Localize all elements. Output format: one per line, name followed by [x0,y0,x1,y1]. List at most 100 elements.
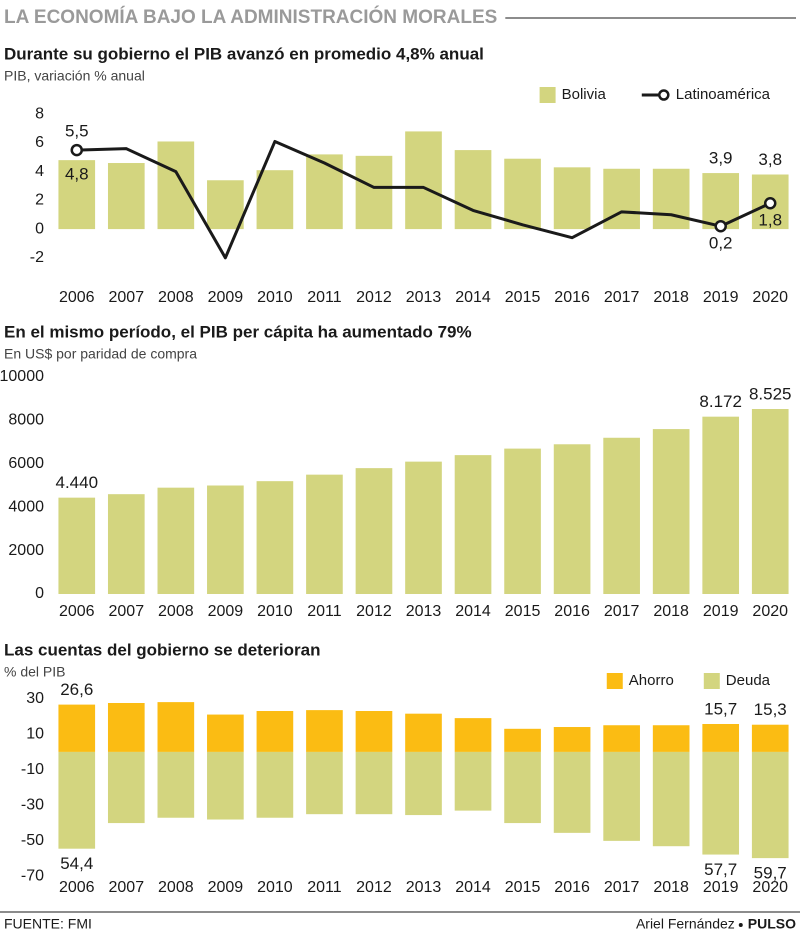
bar [751,409,789,594]
x-tick-label: 2017 [604,879,640,896]
bar [355,711,393,752]
x-tick-label: 2010 [257,603,293,620]
x-tick-label: 2018 [653,289,689,306]
chart-subtitle: PIB, variación % anual [4,68,145,84]
x-tick-label: 2007 [109,879,145,896]
data-label: 8.525 [749,384,792,403]
x-tick-label: 2020 [752,603,788,620]
x-tick-label: 2011 [307,879,342,896]
x-tick-label: 2012 [356,879,392,896]
legend-swatch [703,673,720,689]
y-tick-label: 4 [35,163,44,180]
x-tick-label: 2013 [406,603,442,620]
bar [603,437,640,594]
legend-marker [658,89,670,101]
x-tick-label: 2009 [208,603,244,620]
x-tick-label: 2015 [505,289,541,306]
bar [355,155,393,230]
bar [58,704,96,752]
header-title: LA ECONOMÍA BAJO LA ADMINISTRACIÓN MORAL… [4,6,497,28]
x-tick-label: 2018 [653,603,689,620]
bar [652,429,690,594]
x-tick-label: 2016 [554,289,590,306]
data-label: 3,8 [758,150,782,169]
bar [58,160,96,230]
bar [157,487,195,594]
data-label: 3,9 [709,149,733,168]
x-tick-label: 2007 [109,603,145,620]
bar [504,751,541,824]
y-tick-label: 4000 [8,498,44,515]
data-label: 4,8 [65,165,89,184]
x-tick-label: 2019 [703,289,739,306]
legend-swatch [539,87,556,103]
bar [553,727,591,752]
x-tick-label: 2009 [208,879,244,896]
bar [504,448,541,594]
legend-label: Latinoamérica [676,86,771,103]
bar [652,725,690,752]
bar [207,180,244,230]
x-tick-label: 2007 [109,289,145,306]
x-tick-label: 2008 [158,289,194,306]
bar [306,474,343,594]
bar [207,751,244,820]
bar [256,170,294,230]
footer-outlet: PULSO [748,916,796,932]
chart-title: En el mismo período, el PIB per cápita h… [4,322,472,341]
bar [504,728,541,752]
bar [157,702,195,752]
y-tick-label: -30 [21,797,44,814]
legend-label: Bolivia [562,86,607,103]
y-tick-label: 8000 [8,412,44,429]
bar [107,751,145,824]
bar [157,751,195,818]
data-label: 57,7 [704,860,737,879]
x-tick-label: 2014 [455,289,491,306]
bar [603,751,640,841]
x-tick-label: 2010 [257,289,293,306]
bar [107,494,145,594]
bar [553,444,591,594]
bar [306,751,343,815]
data-label: 5,5 [65,122,89,141]
bar [454,751,492,811]
bar [107,163,145,230]
y-tick-label: -70 [21,868,44,885]
x-tick-label: 2016 [554,879,590,896]
x-tick-label: 2014 [455,603,491,620]
x-tick-label: 2018 [653,879,689,896]
y-tick-label: -10 [21,761,44,778]
legend-label: Deuda [726,672,771,689]
data-label: 8.172 [699,392,742,411]
bar [157,141,195,230]
x-tick-label: 2019 [703,603,739,620]
legend-swatch [606,673,623,689]
line-marker [763,196,777,210]
bar [207,714,244,752]
bar [256,711,294,752]
x-tick-label: 2010 [257,879,293,896]
bar [751,751,789,859]
bar [405,131,442,230]
bar [58,751,96,849]
x-tick-label: 2006 [59,603,95,620]
bar [405,461,442,594]
y-tick-label: 0 [35,220,44,237]
y-tick-label: 10000 [0,368,44,385]
bar [751,724,789,752]
data-label: 59,7 [754,864,787,883]
data-label: 0,2 [709,234,733,253]
x-tick-label: 2019 [703,879,739,896]
bar [355,468,393,594]
x-tick-label: 2011 [307,603,342,620]
x-tick-label: 2013 [406,879,442,896]
bar [702,723,740,752]
y-tick-label: 8 [35,105,44,122]
bar [553,167,591,230]
bar [454,718,492,752]
x-tick-label: 2014 [455,879,491,896]
x-tick-label: 2016 [554,603,590,620]
chart-subtitle: % del PIB [4,664,65,680]
x-tick-label: 2009 [208,289,244,306]
